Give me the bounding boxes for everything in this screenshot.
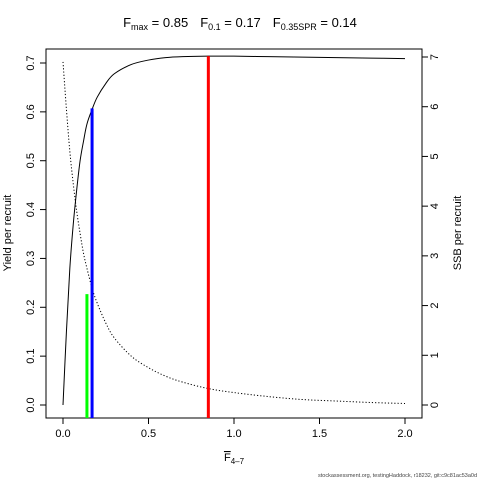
y-left-tick-label: 0.6	[25, 104, 37, 119]
y-right-tick-label: 4	[429, 203, 441, 209]
y-axis-right-title: SSB per recruit	[452, 196, 464, 271]
x-tick-label: 2.0	[397, 428, 412, 440]
ssb-per-recruit-line	[62, 61, 406, 405]
x-axis: 0.0 0.5 1.0 1.5 2.0	[55, 417, 413, 440]
y-right-tick-label: 1	[429, 352, 441, 358]
x-tick-label: 1.5	[312, 428, 327, 440]
series-layer	[62, 55, 406, 406]
y-left-tick-label: 0.7	[25, 55, 37, 70]
y-left-tick-label: 0.5	[25, 153, 37, 168]
y-right-tick-label: 7	[429, 54, 441, 60]
y-axis-left: 0.0 0.1 0.2 0.3 0.4 0.5 0.6 0.7	[25, 55, 47, 413]
y-axis-right: 0 1 2 3 4 5 6 7	[421, 54, 441, 408]
y-left-tick-label: 0.4	[25, 202, 37, 217]
y-left-tick-label: 0.2	[25, 300, 37, 315]
x-axis-title: F4–7	[224, 452, 245, 466]
y-left-tick-label: 0.0	[25, 397, 37, 412]
y-right-tick-label: 6	[429, 104, 441, 110]
y-right-tick-label: 2	[429, 303, 441, 309]
y-left-tick-label: 0.1	[25, 348, 37, 363]
reference-lines	[85, 56, 210, 418]
y-right-tick-label: 5	[429, 153, 441, 159]
y-right-tick-label: 3	[429, 253, 441, 259]
title-part: F0.35SPR = 0.14	[273, 15, 357, 32]
title-part: Fmax = 0.85	[123, 15, 188, 32]
y-axis-left-title: Yield per recruit	[2, 195, 14, 272]
y-right-tick-label: 0	[429, 402, 441, 408]
yield-per-recruit-line	[62, 55, 406, 406]
x-tick-label: 0.5	[141, 428, 156, 440]
chart-title: Fmax = 0.85 F0.1 = 0.17 F0.35SPR = 0.14	[123, 15, 357, 32]
x-tick-label: 0.0	[55, 428, 70, 440]
footer-source: stockassessment.org, testingHaddock, r18…	[318, 473, 477, 479]
y-left-tick-label: 0.3	[25, 251, 37, 266]
title-part: F0.1 = 0.17	[200, 15, 261, 32]
plot-frame	[45, 48, 423, 419]
x-tick-label: 1.0	[226, 428, 241, 440]
